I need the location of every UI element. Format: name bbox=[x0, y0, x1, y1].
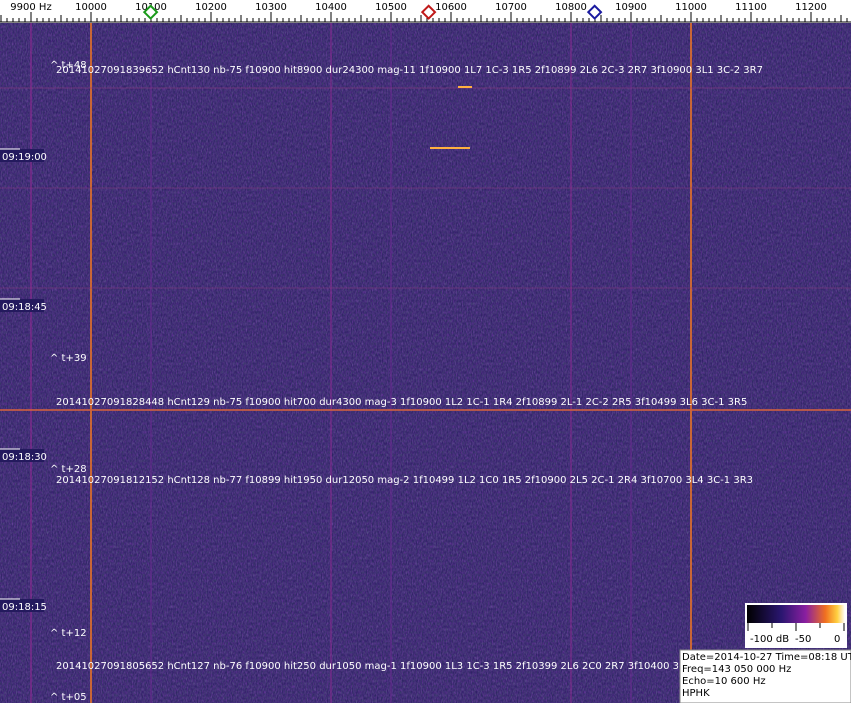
time-label: 09:18:30 bbox=[2, 452, 47, 463]
offset-label: ^ t+39 bbox=[50, 353, 87, 364]
offset-label: ^ t+48 bbox=[50, 60, 87, 71]
time-labels: 09:19:00 09:18:45 09:18:30 09:18:15 bbox=[0, 148, 47, 613]
offset-labels: ^ t+48 ^ t+39 ^ t+28 ^ t+12 ^ t+05 bbox=[50, 60, 87, 703]
log-line: 20141027091805652 hCnt127 nb-76 f10900 h… bbox=[56, 661, 714, 672]
time-label: 09:19:00 bbox=[2, 152, 47, 163]
freq-label: 9900 Hz bbox=[10, 2, 51, 13]
freq-label: 10700 bbox=[495, 2, 527, 13]
colorbar-label: -50 bbox=[795, 634, 811, 645]
log-line: 20141027091812152 hCnt128 nb-77 f10899 h… bbox=[56, 475, 753, 486]
colorbar-label: 0 bbox=[834, 634, 840, 645]
freq-label: 10000 bbox=[75, 2, 107, 13]
waterfall-noise bbox=[0, 23, 851, 703]
info-line: HPHK bbox=[682, 688, 710, 699]
offset-label: ^ t+12 bbox=[50, 628, 87, 639]
signal-lines bbox=[0, 23, 851, 703]
log-line: 20141027091839652 hCnt130 nb-75 f10900 h… bbox=[56, 65, 763, 76]
offset-label: ^ t+05 bbox=[50, 692, 87, 703]
log-lines: 20141027091839652 hCnt130 nb-75 f10900 h… bbox=[56, 65, 763, 672]
colorbar-label: -100 dB bbox=[750, 634, 789, 645]
freq-label: 10600 bbox=[435, 2, 467, 13]
freq-label: 11100 bbox=[735, 2, 767, 13]
info-line: Freq=143 050 000 Hz bbox=[682, 664, 791, 675]
log-line: 20141027091828448 hCnt129 nb-75 f10900 h… bbox=[56, 397, 747, 408]
freq-label: 10900 bbox=[615, 2, 647, 13]
info-line: Date=2014-10-27 Time=08:18 UTC bbox=[682, 652, 851, 663]
freq-label: 10200 bbox=[195, 2, 227, 13]
freq-label: 10400 bbox=[315, 2, 347, 13]
freq-label: 11000 bbox=[675, 2, 707, 13]
info-box: Date=2014-10-27 Time=08:18 UTC Freq=143 … bbox=[679, 649, 851, 704]
markers bbox=[142, 4, 603, 20]
info-line: Echo=10 600 Hz bbox=[682, 676, 766, 687]
offset-label: ^ t+28 bbox=[50, 464, 87, 475]
time-label: 09:18:15 bbox=[2, 602, 47, 613]
freq-label: 10800 bbox=[555, 2, 587, 13]
freq-label: 10500 bbox=[375, 2, 407, 13]
freq-label: 10300 bbox=[255, 2, 287, 13]
freq-label: 11200 bbox=[795, 2, 827, 13]
colorbar: -100 dB -50 0 bbox=[745, 603, 847, 648]
time-label: 09:18:45 bbox=[2, 302, 47, 313]
